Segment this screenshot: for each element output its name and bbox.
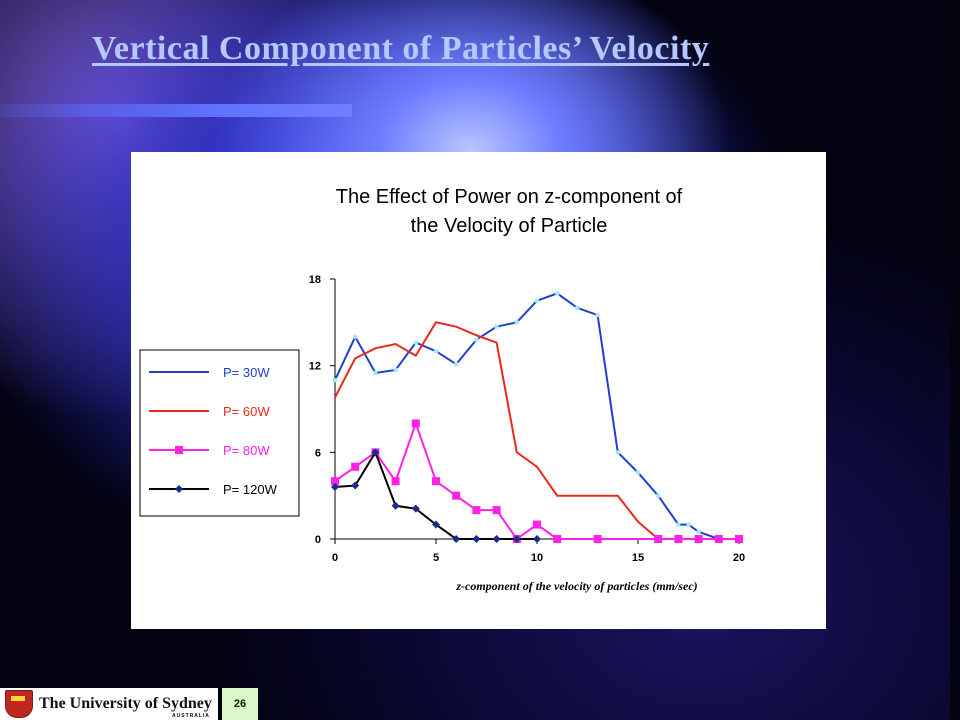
data-point [411, 419, 420, 428]
data-point [514, 320, 519, 325]
series-80w [331, 419, 743, 543]
data-point [492, 506, 501, 515]
data-point [595, 313, 600, 318]
university-logo: The University of Sydney AUSTRALIA [0, 688, 218, 720]
x-tick-label: 10 [531, 552, 543, 564]
data-point [492, 535, 501, 543]
data-point [371, 448, 380, 457]
series-120w [331, 448, 541, 543]
data-point [351, 462, 360, 471]
data-point [533, 535, 541, 543]
data-point [454, 362, 459, 367]
data-point [413, 340, 418, 345]
series-line [334, 292, 739, 540]
data-point [533, 520, 541, 529]
data-point [175, 485, 183, 493]
university-sub: AUSTRALIA [172, 713, 210, 719]
data-point [535, 298, 539, 303]
chart-title-line-1: The Effect of Power on z-component of [336, 186, 683, 208]
legend-label: P= 80W [223, 443, 270, 458]
data-point [432, 477, 440, 486]
data-point [553, 535, 562, 543]
data-point [674, 535, 683, 543]
title-accent-bar [0, 104, 352, 117]
data-point [615, 450, 620, 455]
data-point [411, 504, 420, 513]
data-point [393, 368, 398, 372]
data-point [575, 305, 580, 310]
legend-label: P= 60W [223, 404, 270, 419]
legend-entry: P= 80W [149, 443, 270, 458]
data-point [391, 477, 400, 486]
data-point [434, 349, 438, 354]
slide-title: Vertical Component of Particles’ Velocit… [92, 30, 710, 67]
legend-entry: P= 30W [149, 365, 270, 380]
data-point [452, 491, 461, 500]
chart-svg: The Effect of Power on z-component of th… [139, 186, 787, 596]
legend: P= 30W P= 60W P= 80W P= 120W [139, 349, 300, 517]
chart-panel: The Effect of Power on z-component of th… [131, 152, 826, 629]
data-point [333, 378, 337, 383]
data-point [735, 535, 743, 543]
x-tick-label: 15 [632, 552, 644, 564]
legend-label: P= 30W [223, 365, 270, 380]
data-point [654, 535, 663, 543]
data-point [696, 529, 701, 534]
series-layer [331, 291, 743, 543]
data-point [686, 522, 691, 527]
chart-title-line-2: the Velocity of Particle [411, 215, 608, 237]
legend-entry: P= 60W [149, 404, 270, 419]
plot-area [279, 246, 787, 596]
x-tick-label: 5 [433, 552, 439, 564]
y-tick-label: 0 [315, 534, 321, 546]
data-point [353, 334, 358, 339]
x-tick-label: 0 [332, 552, 338, 564]
data-point [351, 481, 360, 490]
data-point [512, 535, 521, 543]
data-point [676, 522, 681, 527]
y-tick-label: 18 [309, 274, 321, 286]
y-tick-label: 12 [309, 361, 321, 373]
x-axis-label: z-component of the velocity of particles… [455, 579, 697, 593]
right-edge [950, 0, 960, 720]
data-point [472, 535, 481, 543]
data-point [175, 446, 183, 454]
data-point [593, 535, 602, 543]
data-point [331, 483, 339, 491]
data-point [636, 470, 640, 475]
data-point [472, 506, 481, 515]
data-point [474, 337, 479, 342]
university-name: The University of Sydney AUSTRALIA [39, 695, 212, 719]
data-point [494, 324, 499, 329]
data-point [694, 535, 703, 543]
page-number: 26 [222, 688, 258, 720]
data-point [714, 535, 723, 543]
x-tick-label: 20 [733, 552, 745, 564]
legend-label: P= 120W [223, 482, 278, 497]
y-tick-label: 6 [315, 447, 321, 459]
data-point [373, 370, 378, 375]
data-point [555, 291, 560, 296]
data-point [391, 501, 400, 510]
data-point [432, 520, 440, 529]
data-point [656, 493, 661, 498]
crest-icon [5, 690, 33, 718]
legend-entry: P= 120W [149, 482, 278, 497]
data-point [331, 477, 339, 486]
data-point [452, 535, 461, 543]
axes: 0 6 12 18 0 5 10 15 20 [309, 274, 745, 564]
